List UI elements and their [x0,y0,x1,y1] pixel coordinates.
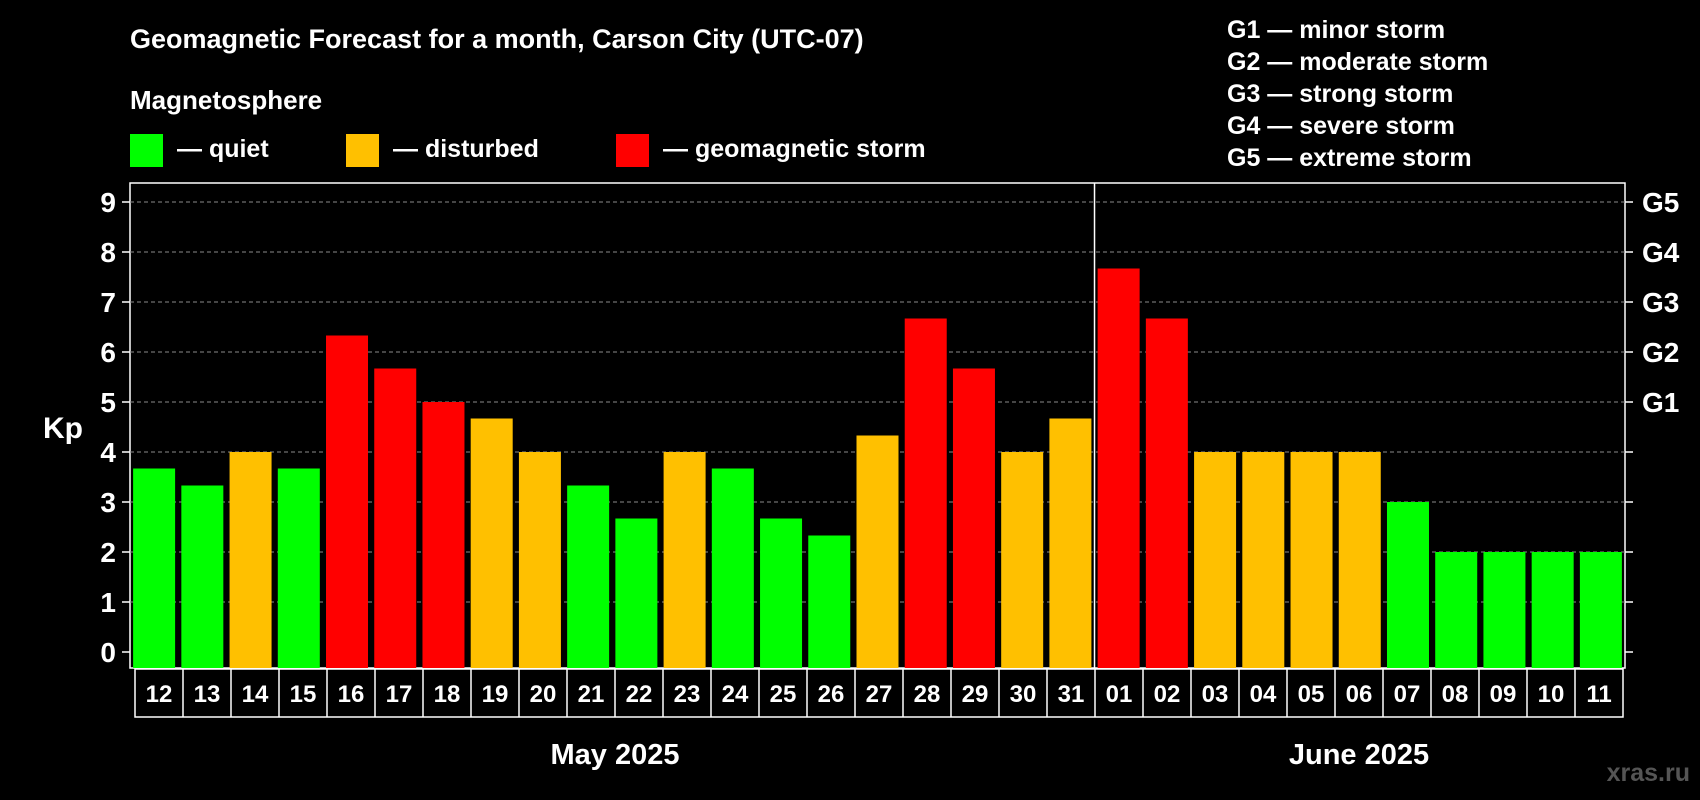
x-tick-label: 16 [338,681,365,708]
bar-07 [1386,502,1429,668]
x-tick-label: 21 [578,681,605,708]
bar-12 [133,468,176,668]
x-tick-label: 13 [194,681,221,708]
storm-scale-item-3: G4 — severe storm [1227,112,1455,140]
x-tick-label: 19 [482,681,509,708]
bar-03 [1194,452,1237,668]
x-tick-label: 08 [1442,681,1469,708]
right-axis-label-g1: G1 [1642,387,1679,418]
storm-scale-item-0: G1 — minor storm [1227,16,1445,44]
x-tick-label: 07 [1394,681,1421,708]
bar-09 [1483,552,1526,668]
x-tick-label: 20 [530,681,557,708]
y-tick-label: 0 [100,637,116,668]
x-tick-label: 31 [1058,681,1085,708]
x-tick-label: 02 [1154,681,1181,708]
bar-24 [711,468,754,668]
legend-label-0: — quiet [177,135,269,163]
bar-23 [663,452,706,668]
storm-scale-item-1: G2 — moderate storm [1227,48,1488,76]
legend-heading: Magnetosphere [130,85,322,115]
bar-01 [1097,268,1140,668]
right-axis-label-g2: G2 [1642,337,1679,368]
y-tick-label: 2 [100,537,116,568]
y-tick-label: 6 [100,337,116,368]
x-tick-label: 22 [626,681,653,708]
bar-30 [1001,452,1044,668]
y-axis-label: Kp [43,412,83,445]
date-row-frame [134,668,1624,718]
x-tick-label: 06 [1346,681,1373,708]
bar-17 [374,368,417,668]
bar-29 [952,368,995,668]
x-tick-label: 15 [290,681,317,708]
storm-scale-item-2: G3 — strong storm [1227,80,1453,108]
month-label-1: June 2025 [1289,739,1429,771]
x-tick-label: 18 [434,681,461,708]
x-tick-label: 14 [242,681,269,708]
chart-title: Geomagnetic Forecast for a month, Carson… [130,24,864,54]
x-tick-label: 11 [1586,681,1611,708]
y-tick-label: 5 [100,387,116,418]
x-tick-label: 29 [962,681,989,708]
x-tick-label: 01 [1106,681,1133,708]
bar-11 [1579,552,1622,668]
right-axis-label-g5: G5 [1642,187,1679,218]
storm-scale-item-4: G5 — extreme storm [1227,144,1472,172]
x-tick-label: 28 [914,681,941,708]
bar-28 [904,318,947,668]
bar-22 [615,518,658,668]
y-tick-label: 4 [100,437,116,468]
x-tick-label: 04 [1250,681,1277,708]
x-tick-label: 30 [1010,681,1037,708]
x-tick-label: 26 [818,681,845,708]
bar-05 [1290,452,1333,668]
bar-19 [470,418,513,668]
bar-25 [760,518,803,668]
y-tick-label: 3 [100,487,116,518]
bar-31 [1049,418,1092,668]
bar-26 [808,535,851,668]
bar-16 [326,335,369,668]
bar-27 [856,435,899,668]
legend-label-1: — disturbed [393,135,539,163]
watermark: xras.ru [1607,759,1690,787]
bar-20 [518,452,561,668]
x-tick-label: 10 [1538,681,1565,708]
x-tick-label: 23 [674,681,701,708]
bar-02 [1145,318,1188,668]
x-tick-label: 17 [386,681,413,708]
bar-18 [422,402,465,668]
legend-swatch-0 [130,134,163,167]
bar-21 [567,485,610,668]
y-tick-label: 9 [100,187,116,218]
x-tick-label: 09 [1490,681,1517,708]
legend-swatch-2 [616,134,649,167]
bar-04 [1242,452,1285,668]
y-tick-label: 7 [100,287,116,318]
legend-swatch-1 [346,134,379,167]
x-tick-label: 03 [1202,681,1229,708]
bar-06 [1338,452,1381,668]
bar-14 [229,452,272,668]
x-tick-label: 25 [770,681,797,708]
legend: — quiet — disturbed — geomagnetic storm [130,134,926,167]
bar-13 [181,485,224,668]
storm-scale-legend: G1 — minor storm G2 — moderate storm G3 — … [1227,16,1488,172]
month-label-0: May 2025 [551,739,680,771]
bar-10 [1531,552,1574,668]
x-tick-label: 12 [146,681,173,708]
x-tick-label: 05 [1298,681,1325,708]
right-axis-label-g4: G4 [1642,237,1680,268]
bar-08 [1435,552,1478,668]
bar-15 [277,468,320,668]
legend-label-2: — geomagnetic storm [663,135,926,163]
y-tick-label: 1 [100,587,116,618]
x-tick-label: 27 [866,681,893,708]
right-axis-label-g3: G3 [1642,287,1679,318]
x-tick-label: 24 [722,681,749,708]
y-tick-label: 8 [100,237,116,268]
